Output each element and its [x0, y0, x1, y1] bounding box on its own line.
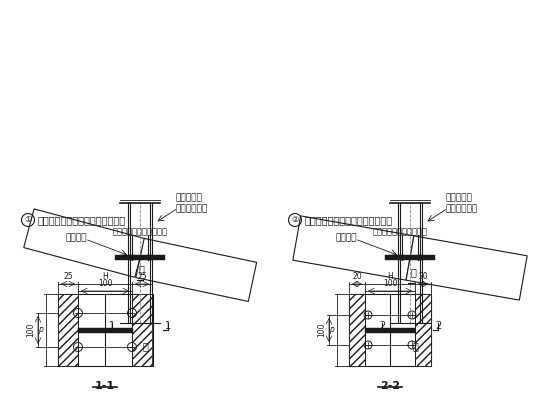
Bar — [78, 327, 133, 332]
Text: 20: 20 — [418, 272, 428, 281]
Bar — [349, 294, 365, 366]
Bar — [147, 255, 152, 260]
Text: 柱: 柱 — [413, 341, 419, 351]
Text: H: H — [387, 272, 393, 281]
Text: 2-2: 2-2 — [380, 381, 400, 391]
Text: 100: 100 — [26, 323, 35, 337]
Text: 100: 100 — [317, 323, 326, 337]
Text: ①: ① — [24, 216, 32, 224]
Bar — [399, 255, 404, 260]
Text: （用于楤架为宜腹面时）: （用于楤架为宜腹面时） — [372, 227, 427, 237]
Text: 构造加强肉
（成对布置）: 构造加强肉 （成对布置） — [445, 193, 477, 213]
Text: 20: 20 — [352, 272, 362, 281]
Bar — [58, 294, 78, 366]
Bar — [415, 294, 431, 366]
Text: 普通螺栓: 普通螺栓 — [65, 234, 86, 242]
Text: 普通螺栓: 普通螺栓 — [335, 234, 357, 242]
Text: 柱: 柱 — [143, 341, 149, 351]
Bar — [417, 255, 422, 260]
Bar — [58, 294, 153, 366]
Text: p: p — [329, 326, 334, 334]
Text: 25: 25 — [137, 272, 147, 281]
Text: 2: 2 — [379, 321, 385, 331]
Text: 25: 25 — [63, 272, 73, 281]
Text: 1-1: 1-1 — [95, 381, 115, 391]
Text: H: H — [102, 272, 108, 281]
Text: 100: 100 — [382, 279, 397, 288]
Text: 100: 100 — [98, 279, 112, 288]
Text: 刚架斜梁与中柱的铸接连接（一）: 刚架斜梁与中柱的铸接连接（一） — [38, 215, 126, 225]
Text: 1: 1 — [165, 321, 171, 331]
Text: （用于楤架为实腹面时）: （用于楤架为实腹面时） — [113, 227, 167, 237]
Bar — [129, 255, 134, 260]
Polygon shape — [136, 238, 256, 301]
Text: 刚架斜梁与中柱的铸接连接（二）: 刚架斜梁与中柱的铸接连接（二） — [305, 215, 393, 225]
Text: p: p — [38, 326, 43, 334]
Polygon shape — [293, 216, 414, 280]
Text: 2: 2 — [435, 321, 441, 331]
Text: 梁: 梁 — [139, 264, 145, 274]
Bar — [132, 294, 152, 366]
Text: 梁: 梁 — [410, 267, 416, 277]
Bar — [349, 294, 431, 366]
Text: 构造加强肉
（成对布置）: 构造加强肉 （成对布置） — [175, 193, 207, 213]
Bar — [115, 255, 165, 260]
Polygon shape — [406, 236, 527, 300]
Text: ②: ② — [291, 216, 298, 224]
Polygon shape — [24, 209, 145, 277]
Bar — [365, 327, 415, 332]
Bar — [385, 255, 435, 260]
Text: 1: 1 — [109, 321, 115, 331]
